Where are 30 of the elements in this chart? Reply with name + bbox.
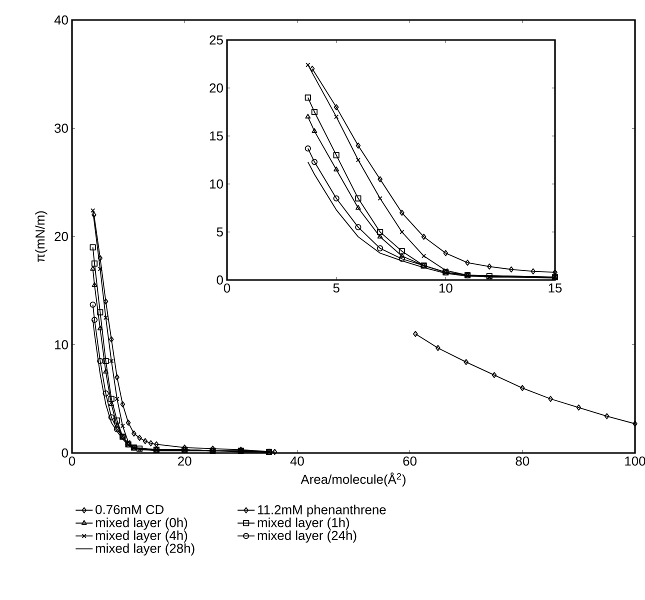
legend-label: mixed layer (0h): [96, 518, 188, 530]
x-tick-label: 100: [625, 456, 645, 466]
y-axis-title: π(mN/m): [35, 211, 48, 262]
y-tick-label: 40: [54, 15, 68, 25]
y-tick-label: 30: [54, 124, 68, 133]
y-tick-label: 10: [210, 179, 223, 189]
x-tick-label: 15: [548, 284, 562, 293]
x-tick-label: 0: [224, 284, 230, 293]
y-tick-label: 20: [210, 83, 223, 93]
x-tick-label: 60: [403, 456, 417, 466]
legend-label: mixed layer (1h): [258, 518, 350, 530]
legend-label: 11.2mM phenanthrene: [258, 504, 386, 517]
x-axis-title: Area/molecule(Å$^{2}$): [300, 472, 406, 487]
y-tick-label: 10: [55, 340, 68, 350]
x-tick-label: 10: [439, 284, 452, 293]
x-tick-label: 80: [516, 456, 530, 466]
y-tick-label: 0: [216, 275, 223, 285]
y-tick-label: 25: [210, 35, 223, 45]
x-tick-label: 20: [178, 456, 192, 466]
y-tick-label: 5: [216, 227, 223, 237]
legend-label: mixed layer (28h): [96, 543, 194, 556]
y-tick-label: 0: [62, 448, 68, 458]
y-tick-label: 20: [54, 232, 68, 242]
legend-label: 0.76mM CD: [96, 504, 164, 514]
legend-label: mixed layer (24h): [258, 530, 356, 543]
legend-label: mixed layer (4h): [96, 530, 188, 543]
x-tick-label: 0: [68, 456, 76, 466]
y-tick-label: 15: [210, 131, 223, 141]
x-tick-label: 5: [333, 284, 340, 293]
x-tick-label: 40: [290, 456, 304, 466]
